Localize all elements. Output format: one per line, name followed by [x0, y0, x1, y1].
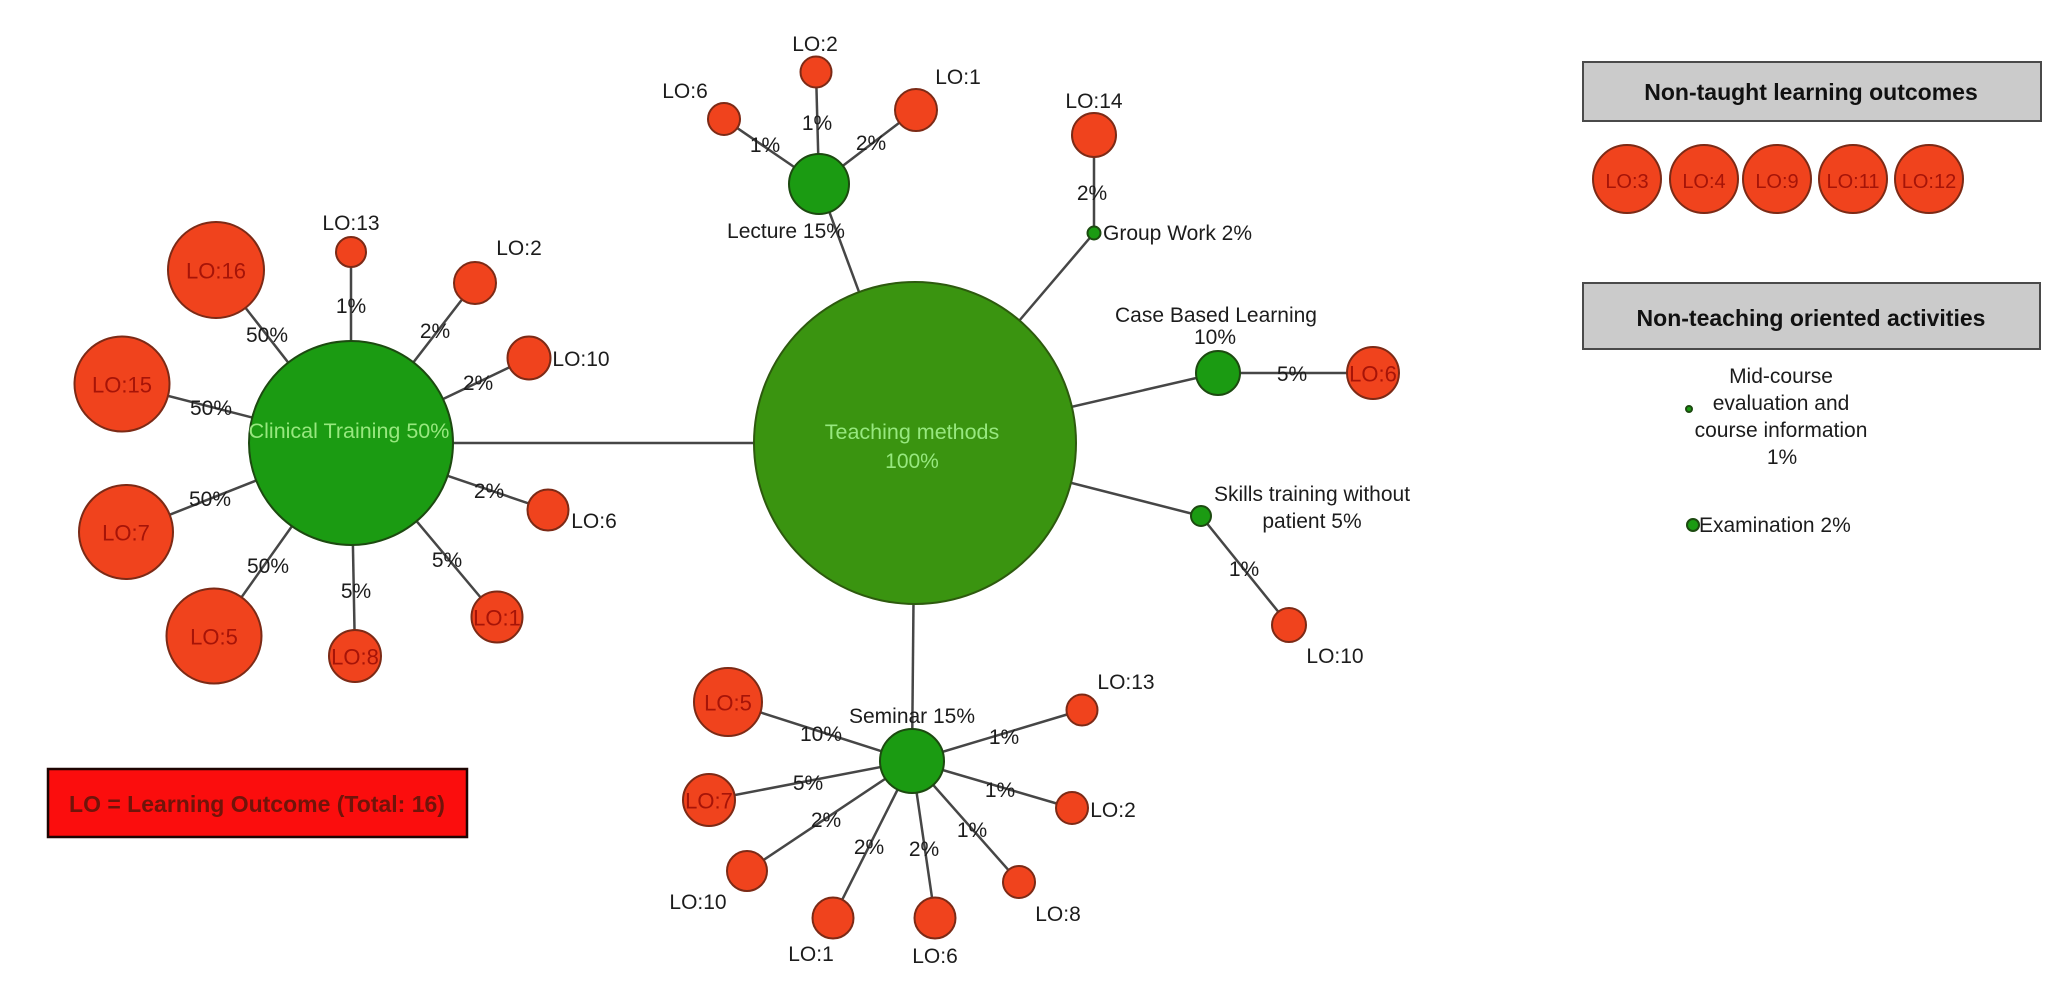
- svg-text:LO:10: LO:10: [1306, 645, 1363, 668]
- svg-text:LO:5: LO:5: [704, 691, 752, 716]
- svg-text:2%: 2%: [1077, 182, 1107, 205]
- svg-text:50%: 50%: [247, 555, 289, 578]
- svg-text:1%: 1%: [1767, 446, 1797, 469]
- svg-text:LO:9: LO:9: [1755, 171, 1798, 193]
- svg-text:LO:8: LO:8: [1035, 903, 1081, 926]
- svg-text:50%: 50%: [190, 397, 232, 420]
- svg-text:1%: 1%: [1229, 558, 1259, 581]
- svg-text:Clinical Training 50%: Clinical Training 50%: [249, 419, 450, 443]
- svg-text:5%: 5%: [1277, 363, 1307, 386]
- svg-text:LO:12: LO:12: [1902, 171, 1956, 193]
- svg-text:1%: 1%: [989, 726, 1019, 749]
- svg-text:LO:2: LO:2: [1090, 799, 1136, 822]
- svg-text:100%: 100%: [885, 450, 939, 473]
- svg-text:LO:14: LO:14: [1065, 90, 1123, 113]
- svg-text:LO:7: LO:7: [685, 789, 733, 814]
- svg-text:10%: 10%: [1194, 326, 1236, 349]
- svg-text:Mid-course: Mid-course: [1729, 365, 1833, 388]
- svg-text:2%: 2%: [854, 836, 884, 859]
- svg-text:Skills training without: Skills training without: [1214, 483, 1410, 506]
- svg-text:5%: 5%: [432, 549, 462, 572]
- svg-text:LO:1: LO:1: [935, 66, 981, 89]
- svg-text:LO:6: LO:6: [912, 945, 958, 968]
- svg-text:5%: 5%: [341, 580, 371, 603]
- svg-text:1%: 1%: [957, 819, 987, 842]
- svg-text:LO:13: LO:13: [1097, 671, 1154, 694]
- svg-text:2%: 2%: [420, 320, 450, 343]
- svg-text:LO:6: LO:6: [662, 80, 708, 103]
- svg-text:1%: 1%: [802, 112, 832, 135]
- svg-text:patient 5%: patient 5%: [1262, 510, 1361, 533]
- svg-text:10%: 10%: [800, 723, 842, 746]
- svg-text:LO:8: LO:8: [331, 645, 379, 670]
- svg-text:LO:5: LO:5: [190, 625, 238, 650]
- svg-text:LO:1: LO:1: [788, 943, 834, 966]
- svg-text:2%: 2%: [463, 372, 493, 395]
- svg-text:1%: 1%: [336, 295, 366, 318]
- svg-text:Non-taught learning outcomes: Non-taught learning outcomes: [1644, 79, 1978, 105]
- svg-text:LO:3: LO:3: [1605, 171, 1648, 193]
- svg-text:LO:10: LO:10: [669, 891, 726, 914]
- svg-text:LO:4: LO:4: [1682, 171, 1725, 193]
- svg-text:1%: 1%: [985, 779, 1015, 802]
- svg-text:LO:2: LO:2: [496, 237, 542, 260]
- svg-text:Lecture 15%: Lecture 15%: [727, 220, 845, 243]
- svg-text:2%: 2%: [856, 132, 886, 155]
- svg-text:LO:16: LO:16: [186, 259, 246, 284]
- svg-text:Non-teaching oriented activiti: Non-teaching oriented activities: [1637, 305, 1986, 331]
- svg-text:LO:13: LO:13: [322, 212, 379, 235]
- svg-text:2%: 2%: [909, 838, 939, 861]
- svg-text:LO:11: LO:11: [1827, 171, 1880, 193]
- svg-text:50%: 50%: [189, 488, 231, 511]
- svg-text:Examination 2%: Examination 2%: [1699, 514, 1851, 537]
- svg-text:LO:1: LO:1: [473, 606, 521, 631]
- svg-text:Teaching methods: Teaching methods: [825, 420, 1000, 444]
- svg-text:LO:6: LO:6: [1349, 362, 1397, 387]
- svg-text:evaluation and: evaluation and: [1713, 392, 1850, 415]
- svg-text:2%: 2%: [474, 480, 504, 503]
- svg-text:LO:15: LO:15: [92, 373, 152, 398]
- svg-text:Group Work 2%: Group Work 2%: [1103, 222, 1252, 245]
- svg-text:LO:6: LO:6: [571, 510, 617, 533]
- svg-text:50%: 50%: [246, 324, 288, 347]
- svg-text:Case Based Learning: Case Based Learning: [1115, 304, 1317, 327]
- svg-text:LO:7: LO:7: [102, 521, 150, 546]
- svg-text:course information: course information: [1695, 419, 1868, 442]
- svg-text:5%: 5%: [793, 772, 823, 795]
- svg-text:2%: 2%: [811, 809, 841, 832]
- svg-text:Seminar 15%: Seminar 15%: [849, 705, 975, 728]
- svg-text:LO:10: LO:10: [552, 348, 609, 371]
- svg-text:1%: 1%: [750, 134, 780, 157]
- svg-text:LO = Learning Outcome (Total:: LO = Learning Outcome (Total: 16): [69, 791, 445, 817]
- svg-text:LO:2: LO:2: [792, 33, 838, 56]
